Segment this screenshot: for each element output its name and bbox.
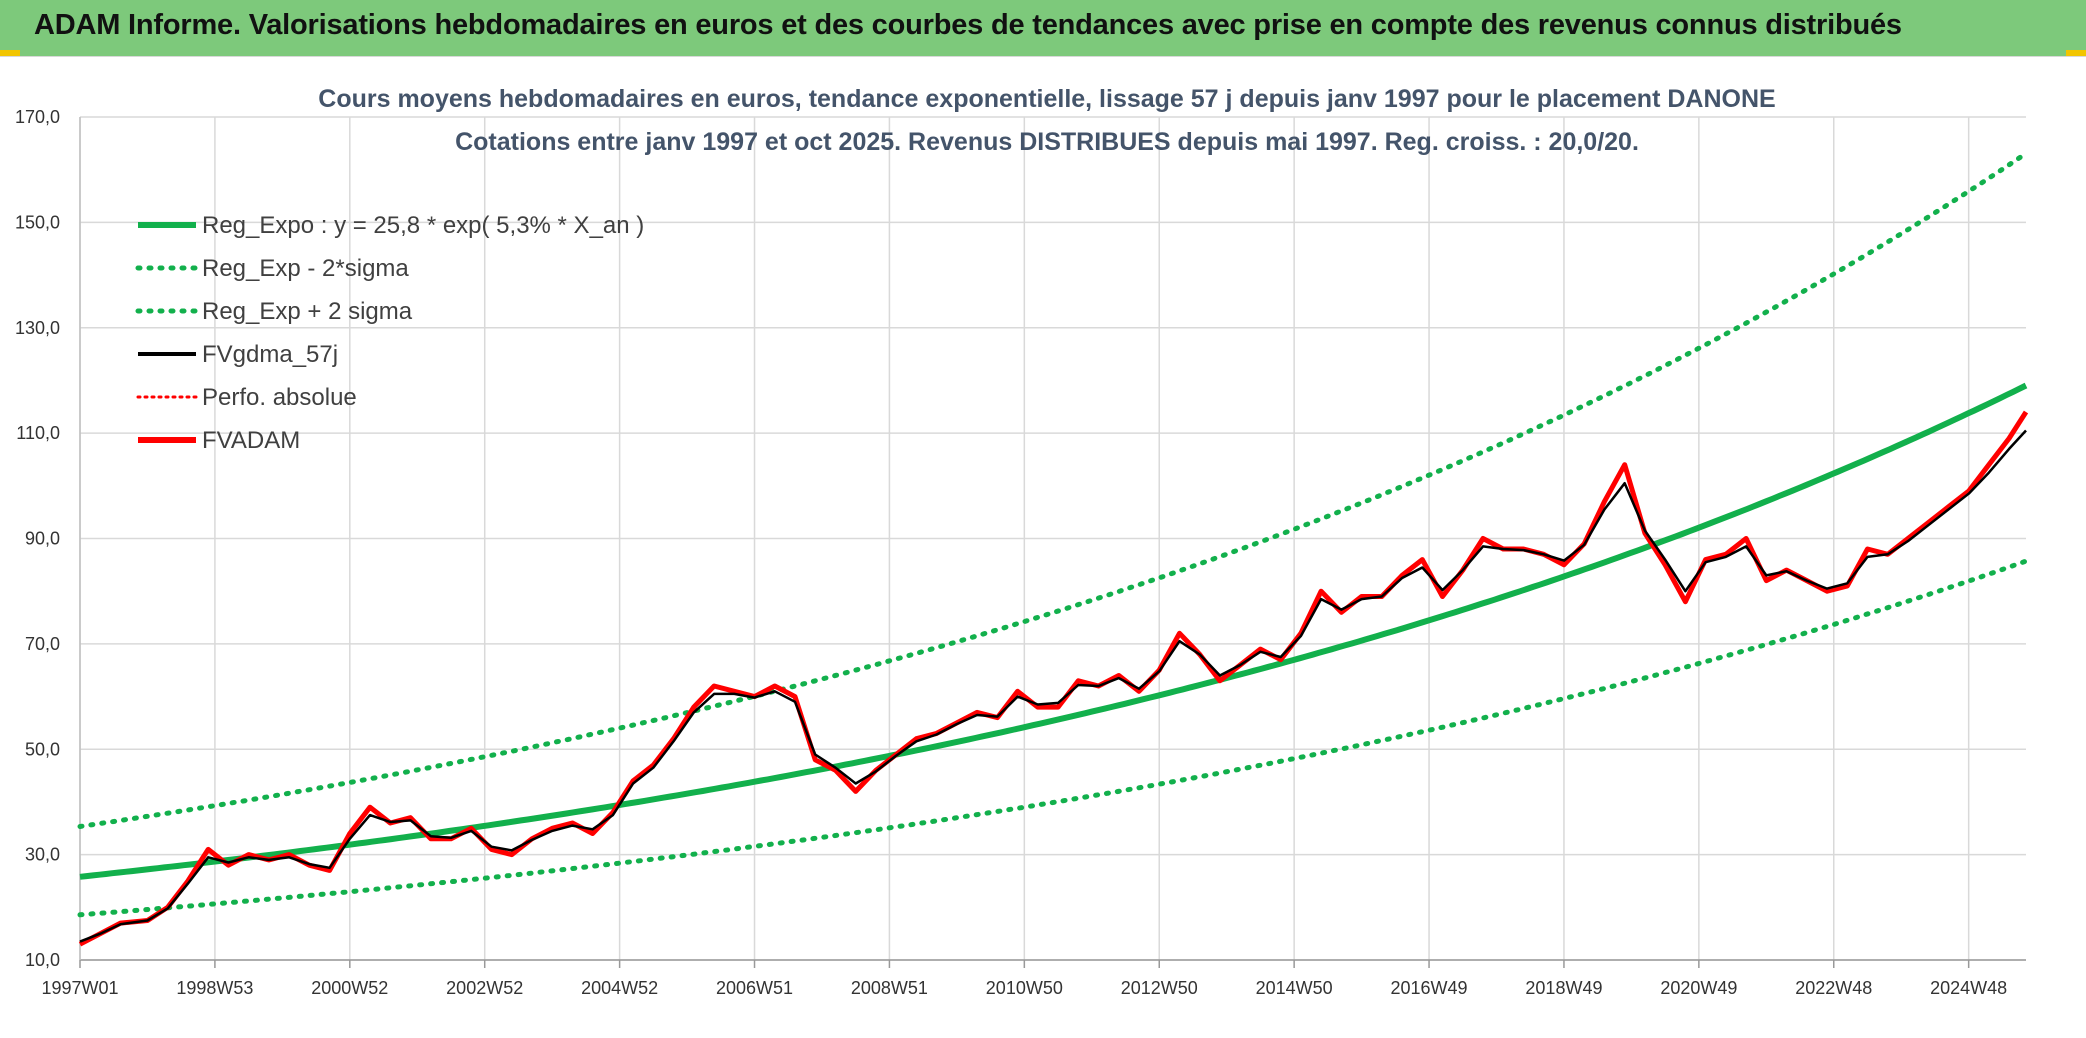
chart-title-line-2: Cotations entre janv 1997 et oct 2025. R…: [455, 128, 1639, 156]
corner-accent-left: [0, 50, 20, 56]
x-tick-label: 1997W01: [41, 978, 118, 998]
y-tick-label: 70,0: [25, 634, 60, 654]
y-tick-label: 110,0: [16, 423, 60, 443]
y-tick-label: 50,0: [25, 739, 60, 759]
grid: [79, 116, 2026, 961]
x-tick-label: 2022W48: [1795, 978, 1872, 998]
legend-label: FVADAM: [202, 427, 300, 454]
legend-perfo-absolue: Perfo. absolue: [136, 384, 357, 411]
x-tick-label: 2010W50: [986, 978, 1063, 998]
x-tick-label: 2004W52: [581, 978, 658, 998]
chart-area: 10,0 30,0 50,0 70,0 90,0 110,0 130,0 150,0 170,0…: [0, 56, 2086, 1038]
reg-exp-plus-2-sigma-line: [77, 151, 2029, 829]
legend: Reg_Expo : y = 25,8 * exp( 5,3% * X_an )…: [135, 212, 644, 454]
x-tick-label: 2016W49: [1391, 978, 1468, 998]
axes: 10,0 30,0 50,0 70,0 90,0 110,0 130,0 150,0 170,0…: [15, 107, 2026, 998]
legend-label: Reg_Expo : y = 25,8 * exp( 5,3% * X_an ): [202, 212, 644, 239]
x-tick-label: 2020W49: [1660, 978, 1737, 998]
x-tick-label: 1998W53: [176, 978, 253, 998]
legend-label: Reg_Exp - 2*sigma: [202, 255, 409, 282]
x-tick-label: 2002W52: [446, 978, 523, 998]
legend-fvgdma: FVgdma_57j: [138, 341, 338, 368]
price-chart: 10,0 30,0 50,0 70,0 90,0 110,0 130,0 150,0 170,0…: [15, 85, 2029, 998]
report-banner: ADAM Informe. Valorisations hebdomadaire…: [0, 0, 2086, 56]
x-tick-label: 2006W51: [716, 978, 793, 998]
x-tick-label: 2000W52: [311, 978, 388, 998]
legend-reg-exp-minus: Reg_Exp - 2*sigma: [135, 255, 409, 282]
y-tick-label: 150,0: [15, 212, 60, 232]
x-tick-label: 2012W50: [1121, 978, 1198, 998]
legend-fvadam: FVADAM: [138, 427, 300, 454]
reg-exp-minus-2-sigma-line: [77, 558, 2029, 918]
x-tick-label: 2008W51: [851, 978, 928, 998]
series: [77, 151, 2029, 947]
y-tick-label: 30,0: [25, 845, 60, 865]
legend-reg-exp-plus: Reg_Exp + 2 sigma: [135, 298, 413, 325]
y-tick-label: 130,0: [15, 318, 60, 338]
y-tick-label: 170,0: [15, 107, 60, 127]
chart-title-line-1: Cours moyens hebdomadaires en euros, ten…: [318, 85, 1775, 113]
x-tick-label: 2014W50: [1256, 978, 1333, 998]
legend-label: FVgdma_57j: [202, 341, 338, 368]
corner-accent-right: [2066, 50, 2086, 56]
legend-label: Perfo. absolue: [202, 384, 357, 411]
legend-reg-expo: Reg_Expo : y = 25,8 * exp( 5,3% * X_an ): [138, 212, 644, 239]
y-tick-label: 90,0: [25, 529, 60, 549]
x-tick-label: 2024W48: [1930, 978, 2007, 998]
reg-expo-line: [79, 382, 2028, 880]
legend-label: Reg_Exp + 2 sigma: [202, 298, 413, 325]
fvadam-line: [78, 410, 2029, 947]
x-tick-label: 2018W49: [1525, 978, 1602, 998]
report-title: ADAM Informe. Valorisations hebdomadaire…: [34, 9, 1902, 41]
y-tick-label: 10,0: [25, 950, 60, 970]
fvgdma-57j-line: [79, 429, 2027, 943]
